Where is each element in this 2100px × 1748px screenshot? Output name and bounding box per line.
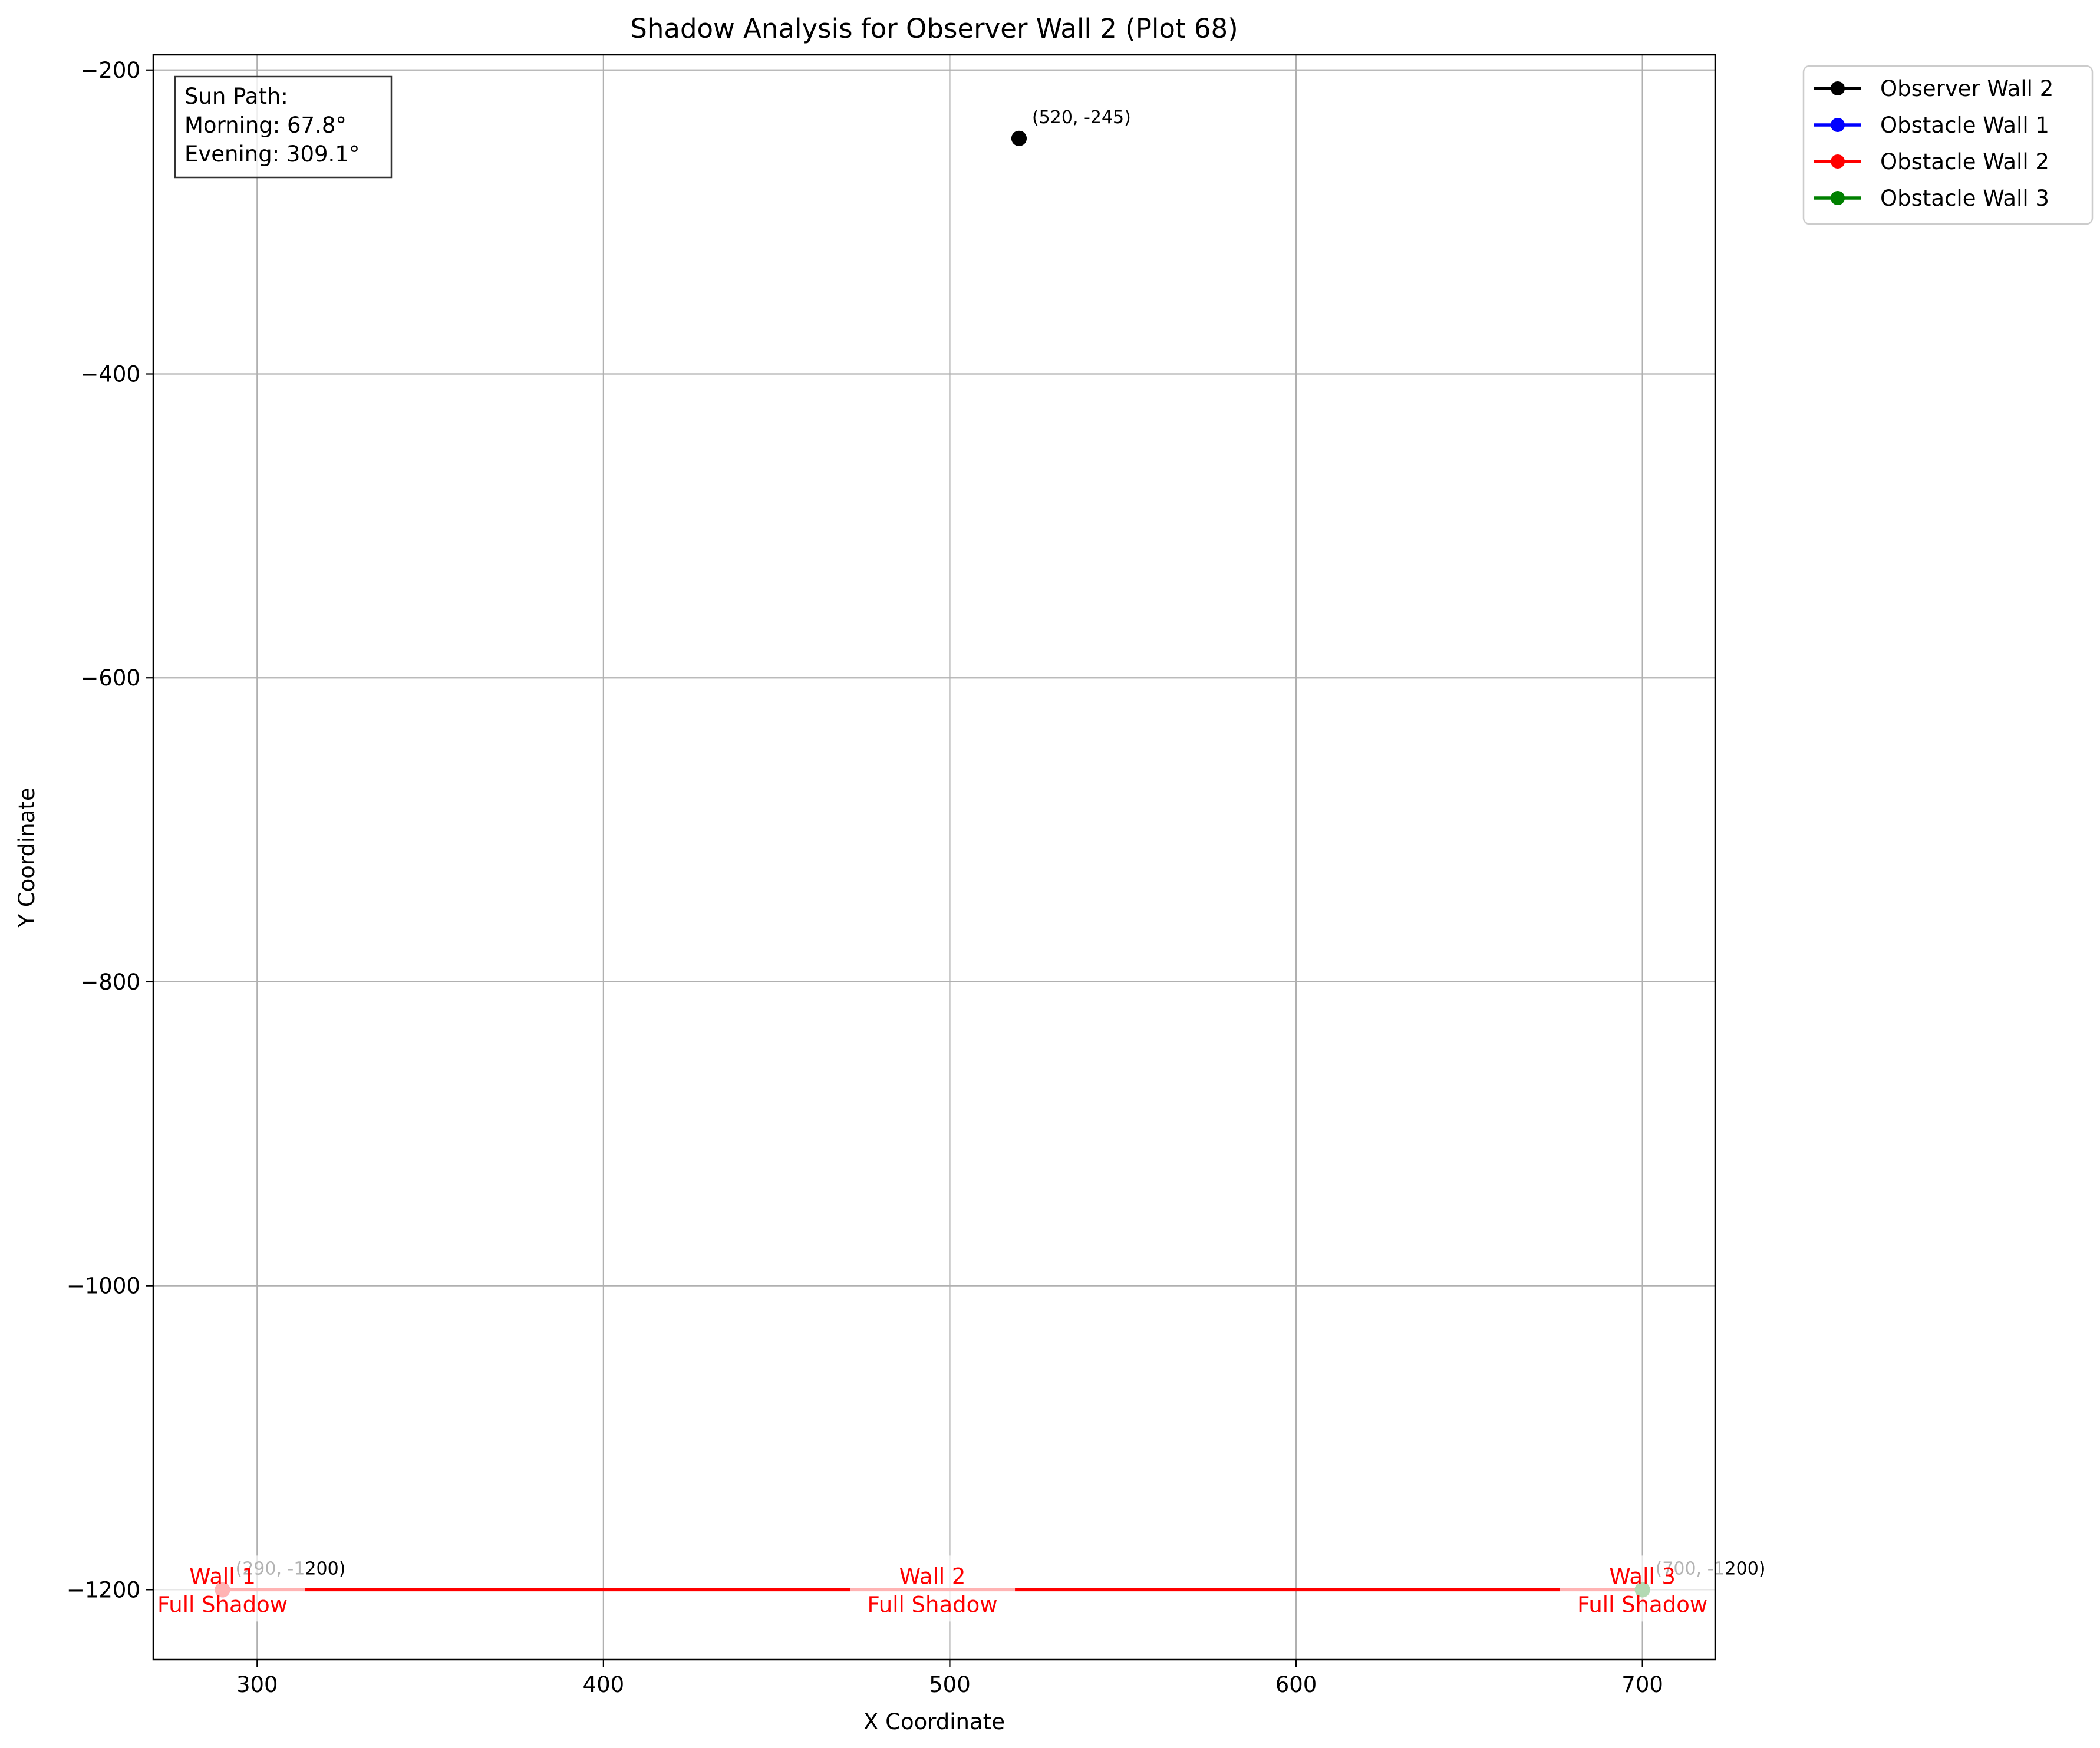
y-tick-label: −1000	[67, 1274, 140, 1299]
wall-label-status: Full Shadow	[157, 1592, 288, 1617]
x-tick-label: 700	[1621, 1672, 1663, 1697]
wall-label-name: Wall 3	[1609, 1564, 1676, 1589]
annotation-layer: (520, -245)(290, -1200)(700, -1200)Wall …	[140, 107, 1766, 1622]
legend: Observer Wall 2 Obstacle Wall 1 Obstacle W…	[1802, 65, 2094, 225]
sun-path-box: Sun Path: Morning: 67.8° Evening: 309.1°	[174, 75, 393, 179]
wall-label-box	[850, 1555, 1016, 1622]
legend-marker	[1831, 81, 1845, 95]
x-tick-label: 300	[236, 1672, 278, 1697]
legend-frame	[1802, 65, 2094, 225]
wall-label-box	[1560, 1555, 1725, 1622]
legend-label: Obstacle Wall 3	[1880, 186, 2049, 211]
legend-marker	[1831, 154, 1845, 169]
y-axis-label: Y Coordinate	[14, 787, 39, 928]
axis-ticks: 300 400 500 600 700 −200 −400 −600 −800 −1000 −120…	[67, 58, 1663, 1697]
wall-label-box	[140, 1555, 305, 1622]
x-tick-label: 500	[929, 1672, 971, 1697]
plot-area	[153, 55, 1715, 1660]
plot-frame	[152, 54, 1716, 1661]
wall-label-status: Full Shadow	[868, 1592, 998, 1617]
y-tick-label: −1200	[67, 1577, 140, 1602]
sun-path-box-frame	[174, 75, 393, 179]
wall-label-name: Wall 1	[189, 1564, 256, 1589]
point-label: (520, -245)	[1032, 107, 1131, 128]
legend-label: Observer Wall 2	[1880, 76, 2053, 101]
x-tick-label: 600	[1275, 1672, 1317, 1697]
chart-title: Shadow Analysis for Observer Wall 2 (Plo…	[630, 13, 1238, 44]
wall-label-name: Wall 2	[899, 1564, 966, 1589]
wall-label-status: Full Shadow	[1577, 1592, 1707, 1617]
legend-marker	[1831, 118, 1845, 132]
legend-label: Obstacle Wall 1	[1880, 113, 2049, 138]
y-tick-label: −200	[80, 58, 140, 83]
x-axis-label: X Coordinate	[863, 1709, 1005, 1734]
y-tick-label: −800	[80, 969, 140, 995]
y-tick-label: −400	[80, 362, 140, 387]
sun-path-morning: Morning: 67.8°	[184, 113, 347, 138]
legend-marker	[1831, 191, 1845, 205]
x-tick-label: 400	[583, 1672, 625, 1697]
legend-label: Obstacle Wall 2	[1880, 149, 2049, 174]
sun-path-evening: Evening: 309.1°	[184, 141, 360, 167]
series-point	[1011, 130, 1027, 146]
y-tick-label: −600	[80, 665, 140, 691]
sun-path-title: Sun Path:	[184, 84, 288, 109]
